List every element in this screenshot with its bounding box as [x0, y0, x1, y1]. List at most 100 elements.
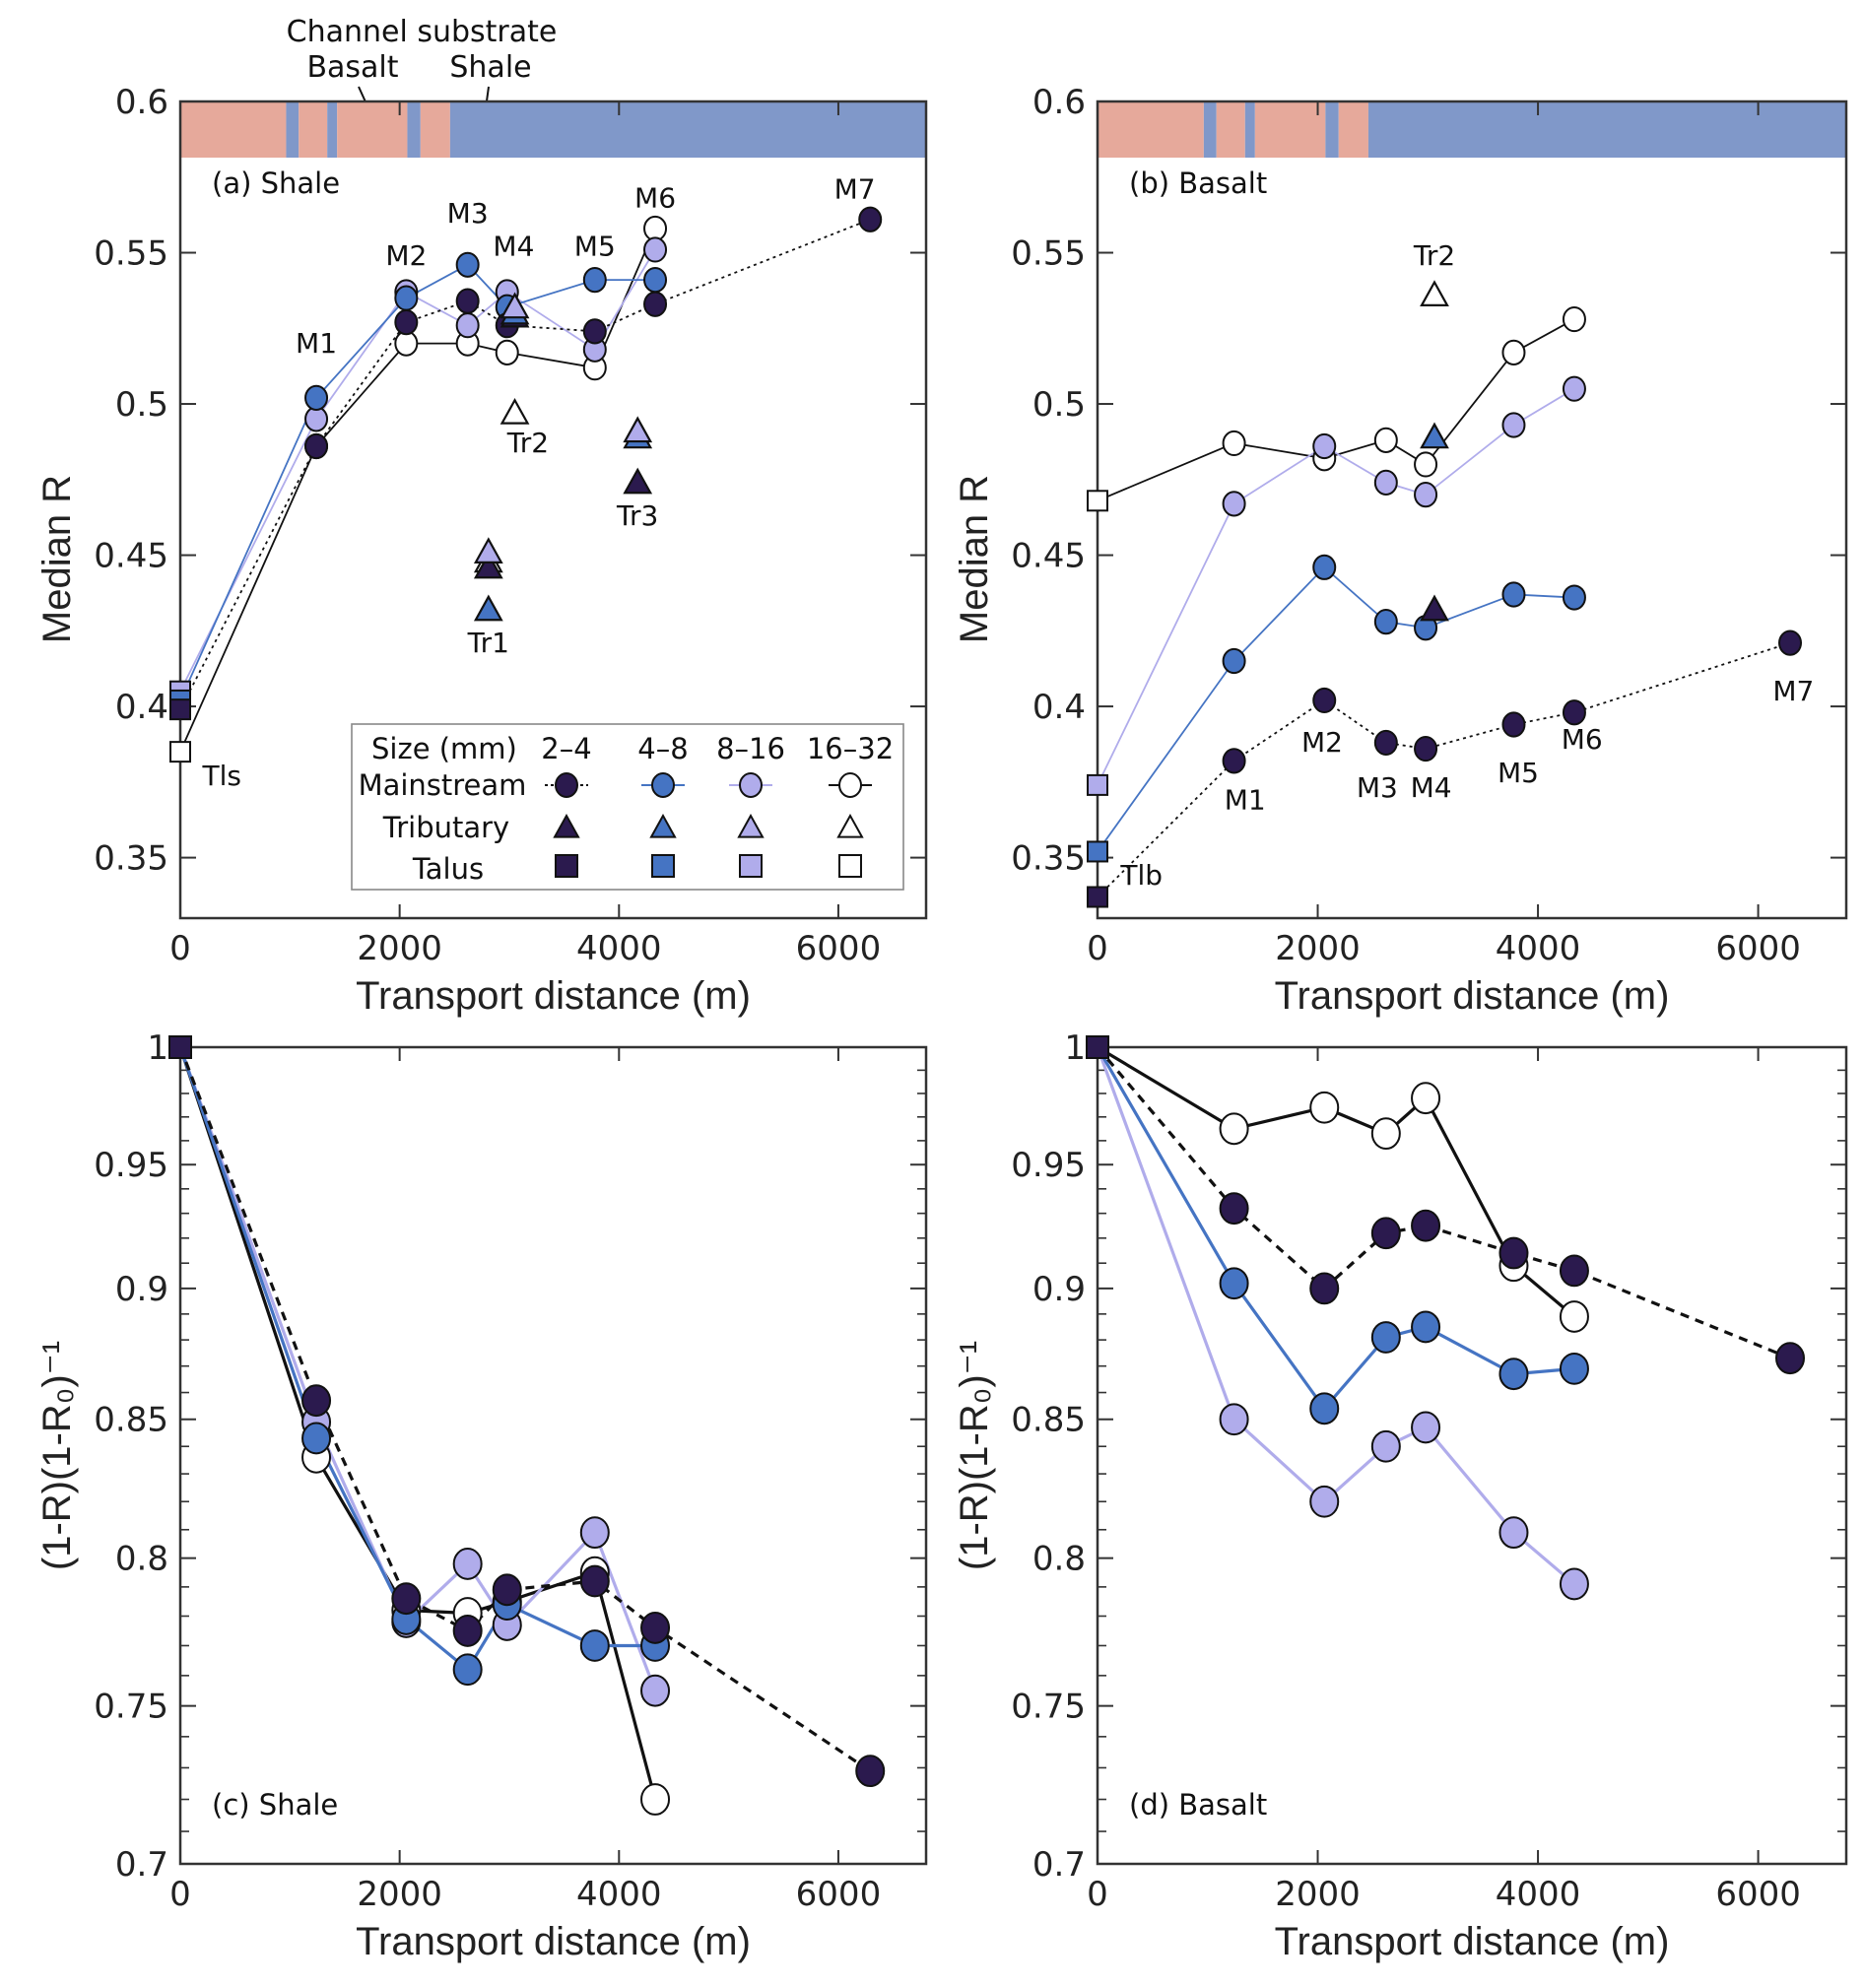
mainstream-marker: [1219, 1112, 1249, 1146]
plot-frame: [178, 1045, 928, 1866]
mainstream-marker: [1414, 735, 1438, 762]
plot-frame: [178, 99, 928, 920]
mainstream-marker: [1498, 1358, 1529, 1391]
panel-label: (b) Basalt: [1129, 166, 1267, 200]
site-label: M1: [1225, 783, 1266, 816]
tributary-marker: [1420, 594, 1449, 622]
legend-square-marker: [739, 854, 763, 878]
y-tick-label: 0.75: [94, 1688, 168, 1727]
x-tick-label: 0: [1087, 929, 1108, 968]
series-line-size_16_32: [179, 228, 656, 753]
x-tick-label: 4000: [1496, 929, 1581, 968]
legend-row-label: Talus: [412, 852, 484, 886]
x-tick-label: 2000: [357, 1875, 442, 1914]
mainstream-marker: [579, 1564, 610, 1598]
site-label: M1: [296, 327, 337, 360]
mainstream-marker: [858, 206, 883, 232]
series-line-size_2_4: [1096, 1045, 1791, 1360]
mainstream-marker: [1775, 1342, 1805, 1375]
mainstream-marker: [1501, 339, 1526, 365]
site-label: M2: [385, 239, 427, 272]
y-tick-label: 0.9: [1032, 1270, 1086, 1309]
mainstream-marker: [579, 1629, 610, 1662]
site-label: M6: [1562, 723, 1603, 756]
y-axis-title: (1-R)(1-R₀)⁻¹: [35, 1341, 79, 1570]
legend-size-label: 16–32: [807, 732, 894, 765]
mainstream-marker: [1219, 1267, 1249, 1300]
y-tick-label: 0.4: [115, 688, 168, 727]
legend: Size (mm) 2–4 4–8 8–16 16–32 Mainstream Tribut…: [351, 723, 904, 891]
mainstream-marker: [1414, 482, 1438, 508]
mainstream-marker: [1222, 430, 1246, 457]
mainstream-marker: [1309, 1392, 1340, 1425]
talus-marker: [169, 741, 191, 763]
legend-triangle-marker: [553, 813, 580, 838]
legend-triangle-marker: [836, 813, 864, 838]
mainstream-marker: [1411, 1082, 1441, 1115]
y-axis-title: Median R: [35, 475, 79, 643]
talus-marker: [1087, 886, 1108, 908]
legend-circle-marker: [739, 772, 763, 798]
mainstream-marker: [304, 384, 329, 411]
substrate-segment-shale: [327, 101, 338, 158]
substrate-segment-basalt: [1254, 101, 1326, 158]
x-tick-label: 6000: [796, 1875, 882, 1914]
tributary-marker: [499, 397, 530, 425]
y-tick-label: 0.35: [1011, 839, 1086, 879]
site-label: M7: [1772, 675, 1814, 707]
x-axis-title: Transport distance (m): [1275, 1920, 1670, 1963]
mainstream-marker: [301, 1384, 332, 1418]
site-label: M4: [1411, 771, 1452, 804]
y-tick-label: 0.8: [1032, 1540, 1086, 1579]
mainstream-marker: [1370, 1429, 1401, 1463]
mainstream-marker: [1222, 748, 1246, 774]
substrate-segment-shale: [286, 101, 300, 158]
talus-marker: [1087, 490, 1108, 512]
mainstream-marker: [582, 267, 607, 294]
mainstream-marker: [1373, 609, 1398, 635]
y-tick-label: 0.6: [115, 83, 168, 122]
y-tick-label: 0.95: [1011, 1146, 1086, 1185]
mainstream-marker: [1312, 687, 1337, 714]
y-tick-label: 0.7: [1032, 1845, 1086, 1885]
legend-circle-marker: [651, 772, 675, 798]
y-tick-label: 0.9: [115, 1270, 168, 1309]
mainstream-marker: [1559, 1300, 1589, 1333]
substrate-segment-shale: [1203, 101, 1217, 158]
mainstream-marker: [455, 251, 480, 278]
tributary-marker: [473, 594, 503, 622]
mainstream-marker: [301, 1422, 332, 1455]
series-line-size_2_4: [178, 1046, 872, 1772]
substrate-shale-label: Shale: [449, 50, 531, 85]
legend-square-marker: [555, 854, 578, 878]
x-tick-label: 4000: [576, 929, 662, 968]
site-label: M3: [447, 197, 489, 230]
mainstream-marker: [1370, 1117, 1401, 1151]
substrate-segment-basalt: [299, 101, 328, 158]
site-label: Tr1: [467, 627, 509, 659]
mainstream-marker: [1309, 1485, 1340, 1518]
plot-frame: [1096, 99, 1848, 920]
mainstream-marker: [643, 291, 668, 317]
mainstream-marker: [1309, 1091, 1340, 1124]
substrate-segment-basalt: [337, 101, 408, 158]
mainstream-marker: [1411, 1411, 1441, 1444]
mainstream-marker: [1373, 469, 1398, 496]
mainstream-marker: [492, 1573, 522, 1607]
tributary-marker: [1420, 280, 1449, 307]
mainstream-marker: [1373, 427, 1398, 453]
mainstream-marker: [452, 1653, 483, 1687]
tributary-marker: [473, 537, 503, 563]
site-label: Tr2: [1413, 239, 1455, 272]
site-label: Tlb: [1119, 859, 1163, 892]
panel-d: 0 2000 4000 6000 0.7 0.75 0.8 0.85 0.9 0.95 1 Trans…: [953, 1028, 1848, 1963]
plot-frame: [1096, 1045, 1848, 1866]
site-label: M5: [1498, 757, 1539, 789]
y-tick-label: 0.95: [94, 1146, 168, 1185]
substrate-title: Channel substrate: [287, 15, 558, 49]
mainstream-marker: [643, 236, 668, 263]
mainstream-marker: [582, 318, 607, 345]
substrate-segment-basalt: [1098, 101, 1204, 158]
mainstream-marker: [1411, 1310, 1441, 1344]
series-line-size_16_32: [1097, 318, 1575, 502]
